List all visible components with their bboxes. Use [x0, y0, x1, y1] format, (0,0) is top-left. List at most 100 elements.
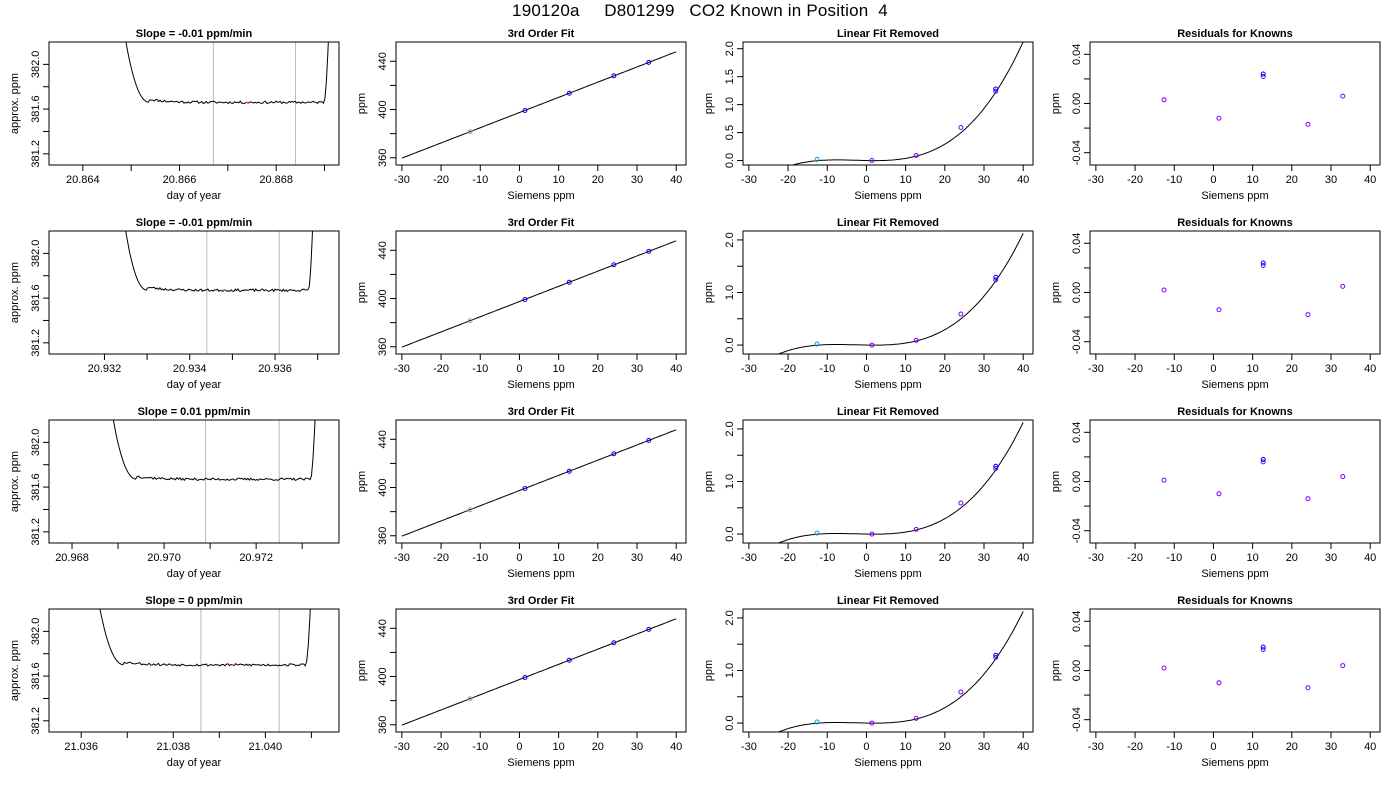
- x-tick-label: 30: [978, 174, 990, 186]
- x-tick-label: 0: [516, 174, 522, 186]
- y-tick-label: 382.0: [30, 51, 42, 79]
- data-point: [1305, 121, 1311, 127]
- data-point: [1260, 73, 1266, 79]
- y-axis-label: approx. ppm: [9, 640, 21, 701]
- plot-area: [401, 51, 677, 159]
- y-tick-label: 381.6: [30, 95, 42, 123]
- x-tick-label: -30: [741, 174, 757, 186]
- y-axis-label: ppm: [703, 660, 715, 681]
- plot-area: [401, 618, 677, 726]
- data-point: [993, 652, 999, 658]
- data-point: [1216, 680, 1222, 686]
- plot-frame: [395, 230, 687, 355]
- x-tick-label: 40: [1364, 174, 1376, 186]
- x-tick-label: -20: [780, 741, 796, 753]
- x-tick-label: -10: [1166, 741, 1182, 753]
- x-tick-label: -30: [394, 552, 410, 564]
- x-tick-label: -20: [433, 174, 449, 186]
- y-tick-label: 400: [377, 100, 389, 118]
- fit-curve: [777, 233, 1024, 354]
- plot-frame: [48, 608, 340, 733]
- y-tick-label: 1.5: [724, 69, 736, 84]
- data-point: [646, 59, 652, 65]
- y-tick-label: -0.04: [1071, 140, 1083, 165]
- panel-title: 3rd Order Fit: [508, 595, 575, 607]
- y-tick-label: -0.04: [1071, 329, 1083, 354]
- x-tick-label: 30: [978, 741, 990, 753]
- y-tick-label: 0.04: [1071, 44, 1083, 65]
- x-tick-label: -30: [741, 741, 757, 753]
- y-tick-label: -0.04: [1071, 518, 1083, 543]
- data-point: [1305, 685, 1311, 691]
- y-tick-label: 440: [377, 52, 389, 70]
- panel-1-3: Residuals for Knowns -30 -20 -10 0 10 20 30 40 -0…: [1050, 217, 1381, 391]
- x-tick-label: -10: [819, 741, 835, 753]
- y-axis-label: ppm: [356, 471, 368, 492]
- data-point: [646, 248, 652, 254]
- x-tick-label: 0: [516, 741, 522, 753]
- x-tick-label: 0: [516, 552, 522, 564]
- data-point: [1260, 262, 1266, 268]
- y-tick-label: 1.0: [724, 285, 736, 300]
- data-trace: [99, 609, 311, 667]
- x-tick-label: 0: [863, 174, 869, 186]
- y-tick-label: 382.0: [30, 429, 42, 457]
- y-axis-label: ppm: [1050, 471, 1062, 492]
- y-tick-label: 0.5: [724, 125, 736, 140]
- data-point: [993, 86, 999, 92]
- x-axis-label: day of year: [167, 190, 222, 202]
- data-point: [869, 720, 875, 726]
- x-tick-label: 20: [592, 552, 604, 564]
- y-tick-label: 0.0: [724, 337, 736, 352]
- x-tick-label: 21.036: [64, 741, 98, 753]
- panel-2-1: 3rd Order Fit -30 -20 -10 0 10 20 30 40 360 400 440…: [356, 406, 687, 580]
- y-axis-label: approx. ppm: [9, 451, 21, 512]
- panel-title: Slope = 0 ppm/min: [145, 595, 243, 607]
- x-tick-label: 20.968: [55, 552, 89, 564]
- x-tick-label: -20: [1127, 741, 1143, 753]
- x-tick-label: 30: [1325, 552, 1337, 564]
- x-tick-label: -30: [741, 363, 757, 375]
- x-axis-label: Siemens ppm: [1201, 568, 1268, 580]
- y-axis-label: ppm: [703, 282, 715, 303]
- x-tick-label: 30: [1325, 363, 1337, 375]
- x-tick-label: 10: [553, 741, 565, 753]
- data-point: [913, 715, 919, 721]
- panel-2-0: Slope = 0.01 ppm/min 20.968 20.970 20.972 38…: [9, 406, 340, 580]
- plot-area: [99, 609, 311, 732]
- x-tick-label: 30: [631, 174, 643, 186]
- y-tick-label: 360: [377, 149, 389, 167]
- data-point: [1216, 115, 1222, 121]
- data-point: [958, 125, 964, 131]
- y-tick-label: 0.0: [724, 153, 736, 168]
- x-tick-label: 20: [939, 363, 951, 375]
- y-tick-label: 440: [377, 619, 389, 637]
- y-tick-label: 2.0: [724, 610, 736, 625]
- data-point: [1216, 307, 1222, 313]
- data-trace: [112, 420, 316, 482]
- data-point: [1340, 663, 1346, 669]
- x-axis-label: Siemens ppm: [1201, 757, 1268, 769]
- data-point: [993, 88, 999, 94]
- data-point: [814, 530, 820, 536]
- plot-frame: [1089, 230, 1381, 355]
- x-tick-label: -10: [819, 552, 835, 564]
- data-point: [913, 526, 919, 532]
- x-axis-label: Siemens ppm: [507, 568, 574, 580]
- x-tick-label: 40: [670, 363, 682, 375]
- x-tick-label: 20: [1286, 363, 1298, 375]
- y-tick-label: 381.6: [30, 284, 42, 312]
- panel-title: 3rd Order Fit: [508, 28, 575, 40]
- plot-frame: [1089, 41, 1381, 166]
- x-tick-label: -10: [472, 741, 488, 753]
- x-axis-label: Siemens ppm: [1201, 190, 1268, 202]
- plot-area: [1161, 644, 1346, 691]
- data-point: [814, 156, 820, 162]
- x-tick-label: 30: [1325, 741, 1337, 753]
- data-point: [1340, 93, 1346, 99]
- x-tick-label: 10: [900, 741, 912, 753]
- y-tick-label: 360: [377, 338, 389, 356]
- panel-title: Slope = -0.01 ppm/min: [136, 28, 253, 40]
- x-tick-label: 20.864: [66, 174, 100, 186]
- data-point: [958, 311, 964, 317]
